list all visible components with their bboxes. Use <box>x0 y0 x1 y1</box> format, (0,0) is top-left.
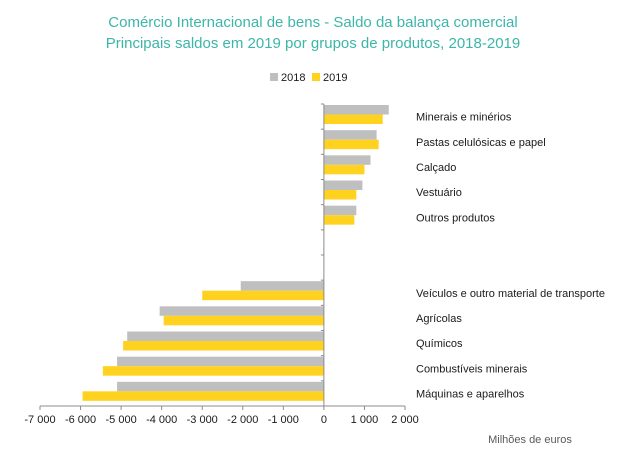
bar-2018-8 <box>159 306 324 316</box>
bar-2019-9 <box>123 341 324 351</box>
x-tick-label: 1 000 <box>351 414 379 426</box>
legend-swatch-2018 <box>270 73 278 81</box>
x-tick-label: 0 <box>321 414 327 426</box>
x-tick-label: -6 000 <box>65 414 96 426</box>
chart-title: Comércio Internacional de bens - Saldo d… <box>108 14 517 31</box>
x-tick-label: -3 000 <box>187 414 218 426</box>
bar-2019-11 <box>82 391 324 401</box>
category-labels: Minerais e minérios Pastas celulósicas e … <box>416 112 605 401</box>
category-label: Outros produtos <box>416 212 495 224</box>
legend-swatch-2019 <box>312 73 320 81</box>
category-label: Veículos e outro material de transporte <box>416 288 605 300</box>
bar-2019-1 <box>323 139 379 150</box>
bar-2018-3 <box>323 180 363 190</box>
bars <box>82 105 389 401</box>
bar-2018-9 <box>127 331 324 341</box>
bar-2019-8 <box>163 315 324 326</box>
category-label: Químicos <box>416 338 463 350</box>
x-tick-label: -7 000 <box>24 414 55 426</box>
bar-2019-2 <box>323 164 365 175</box>
bar-2018-7 <box>240 281 324 291</box>
chart-subtitle: Principais saldos em 2019 por grupos de … <box>106 35 520 52</box>
category-label: Combustíveis minerais <box>416 363 528 375</box>
bar-2019-7 <box>202 290 324 301</box>
x-tick-label: -1 000 <box>268 414 299 426</box>
bar-2018-1 <box>323 130 377 140</box>
bar-2019-3 <box>323 190 357 200</box>
bar-2019-4 <box>323 215 355 225</box>
bar-2019-10 <box>102 366 324 376</box>
category-label: Máquinas e aparelhos <box>416 388 525 400</box>
legend: 2018 2019 <box>270 72 347 84</box>
category-label: Minerais e minérios <box>416 112 512 124</box>
x-axis: -7 000 -6 000 -5 000 -4 000 -3 000 -2 000 -1 0… <box>24 103 419 426</box>
x-tick-label: -4 000 <box>146 414 177 426</box>
bar-2018-2 <box>323 155 371 165</box>
bar-2018-11 <box>117 381 324 392</box>
bar-2018-4 <box>323 205 357 216</box>
x-axis-unit-label: Milhões de euros <box>488 434 572 446</box>
bar-2018-10 <box>117 356 324 367</box>
x-tick-label: -5 000 <box>106 414 137 426</box>
bar-2018-0 <box>323 105 389 115</box>
legend-label-2018: 2018 <box>281 72 305 84</box>
bar-2019-0 <box>323 114 383 124</box>
category-label: Calçado <box>416 162 456 174</box>
category-label: Agrícolas <box>416 313 462 325</box>
category-label: Vestuário <box>416 187 462 199</box>
x-tick-label: -2 000 <box>227 414 258 426</box>
legend-label-2019: 2019 <box>323 72 347 84</box>
category-label: Pastas celulósicas e papel <box>416 137 546 149</box>
x-tick-label: 2 000 <box>391 414 419 426</box>
